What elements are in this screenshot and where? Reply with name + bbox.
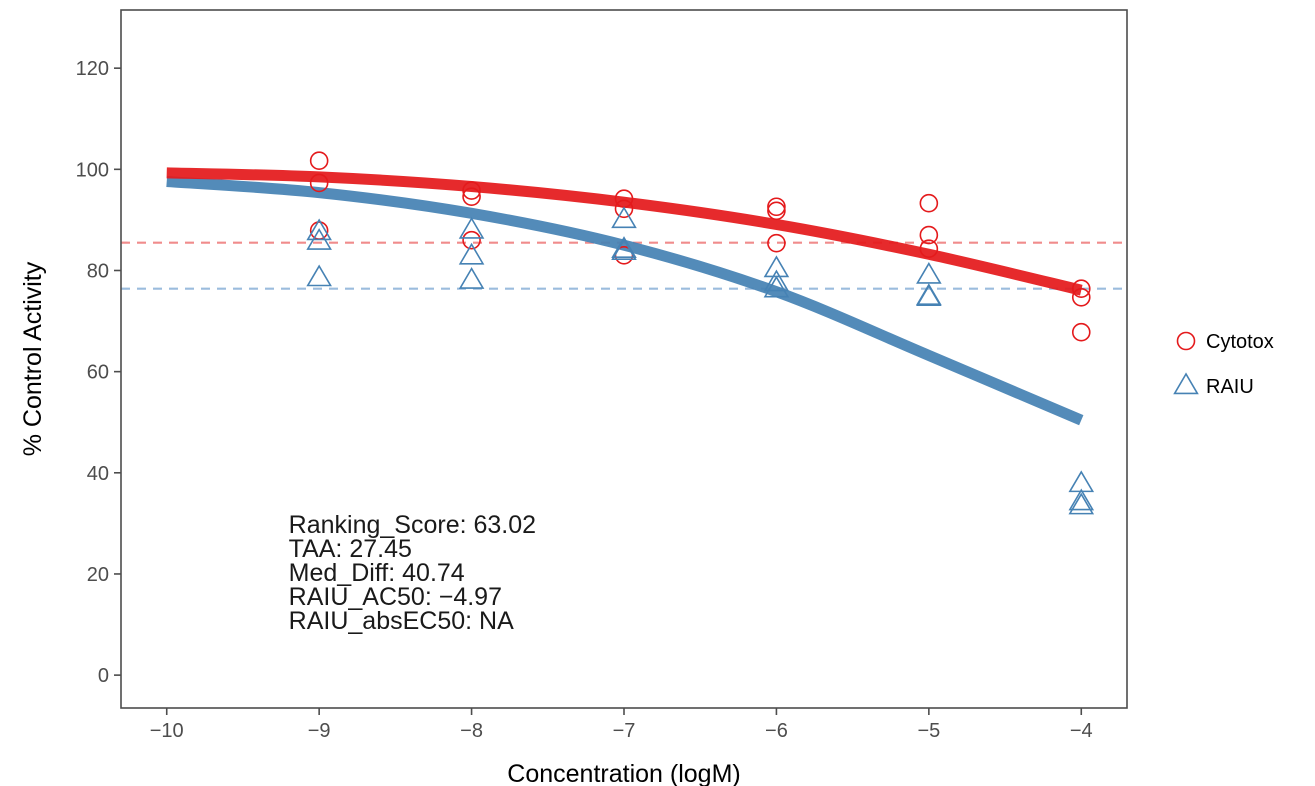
y-tick-label-5: 100 <box>76 159 109 181</box>
point-raiu-15 <box>1068 470 1095 493</box>
x-tick-label-5: −5 <box>917 720 940 742</box>
legend-key-raiu <box>1173 372 1199 395</box>
legend-label-cytotox: Cytotox <box>1206 331 1274 353</box>
point-raiu-1 <box>306 228 332 250</box>
point-raiu-8 <box>611 238 637 261</box>
point-cytotox-7 <box>614 199 634 219</box>
x-tick-label-0: −10 <box>150 720 184 742</box>
annotation-line-3: RAIU_AC50: −4.97 <box>289 583 502 611</box>
fit-curve-raiu <box>166 175 1084 426</box>
x-axis-title: Concentration (logM) <box>507 760 740 786</box>
y-tick-label-6: 120 <box>76 58 109 80</box>
point-cytotox-13 <box>919 225 939 245</box>
y-axis: 0 20 40 60 80 100 120 <box>76 58 121 687</box>
point-cytotox-14 <box>919 239 939 259</box>
annotation-line-0: Ranking_Score: 63.02 <box>289 511 536 539</box>
annotation-line-2: Med_Diff: 40.74 <box>289 559 465 587</box>
y-tick-label-3: 60 <box>87 362 109 384</box>
point-raiu-7 <box>611 236 637 258</box>
legend: Cytotox RAIU <box>1173 331 1274 398</box>
fit-curves <box>166 167 1084 426</box>
fit-curve-cytotox <box>166 167 1083 296</box>
point-raiu-5 <box>458 267 485 289</box>
point-raiu-12 <box>916 261 942 284</box>
point-cytotox-12 <box>919 193 939 213</box>
x-tick-label-3: −7 <box>613 720 636 742</box>
point-cytotox-5 <box>462 230 481 250</box>
y-tick-label-2: 40 <box>87 463 109 485</box>
point-raiu-10 <box>763 269 790 292</box>
y-tick-label-1: 20 <box>87 564 109 586</box>
point-cytotox-3 <box>462 181 481 200</box>
point-raiu-6 <box>611 206 637 229</box>
point-raiu-9 <box>763 255 790 278</box>
x-tick-label-4: −6 <box>765 720 788 742</box>
x-tick-label-6: −4 <box>1070 720 1093 742</box>
x-axis: −10 −9 −8 −7 −6 −5 −4 <box>150 708 1093 742</box>
legend-key-cytotox <box>1176 331 1196 351</box>
annotation-line-4: RAIU_absEC50: NA <box>289 607 514 635</box>
point-cytotox-9 <box>767 197 786 217</box>
point-cytotox-17 <box>1071 322 1091 342</box>
point-cytotox-11 <box>767 233 786 253</box>
point-raiu-11 <box>763 275 790 298</box>
point-raiu-2 <box>306 264 332 287</box>
point-raiu-4 <box>458 242 485 265</box>
point-raiu-0 <box>306 218 332 241</box>
point-raiu-17 <box>1068 492 1095 515</box>
annotation-line-1: TAA: 27.45 <box>289 535 412 563</box>
point-cytotox-10 <box>767 201 786 221</box>
data-points <box>306 151 1095 515</box>
y-axis-title: % Control Activity <box>19 261 47 456</box>
y-tick-label-4: 80 <box>87 260 109 282</box>
x-tick-label-1: −9 <box>308 720 331 742</box>
point-cytotox-0 <box>309 151 329 171</box>
plot-panel-border <box>120 9 1128 709</box>
legend-label-raiu: RAIU <box>1206 376 1254 398</box>
point-raiu-16 <box>1068 488 1095 511</box>
point-raiu-3 <box>458 216 485 239</box>
point-cytotox-16 <box>1071 287 1091 307</box>
y-tick-label-0: 0 <box>98 665 109 687</box>
point-cytotox-4 <box>462 187 481 206</box>
point-cytotox-1 <box>309 173 329 193</box>
x-tick-label-2: −8 <box>460 720 483 742</box>
point-cytotox-15 <box>1071 279 1091 298</box>
point-raiu-14 <box>916 284 942 307</box>
